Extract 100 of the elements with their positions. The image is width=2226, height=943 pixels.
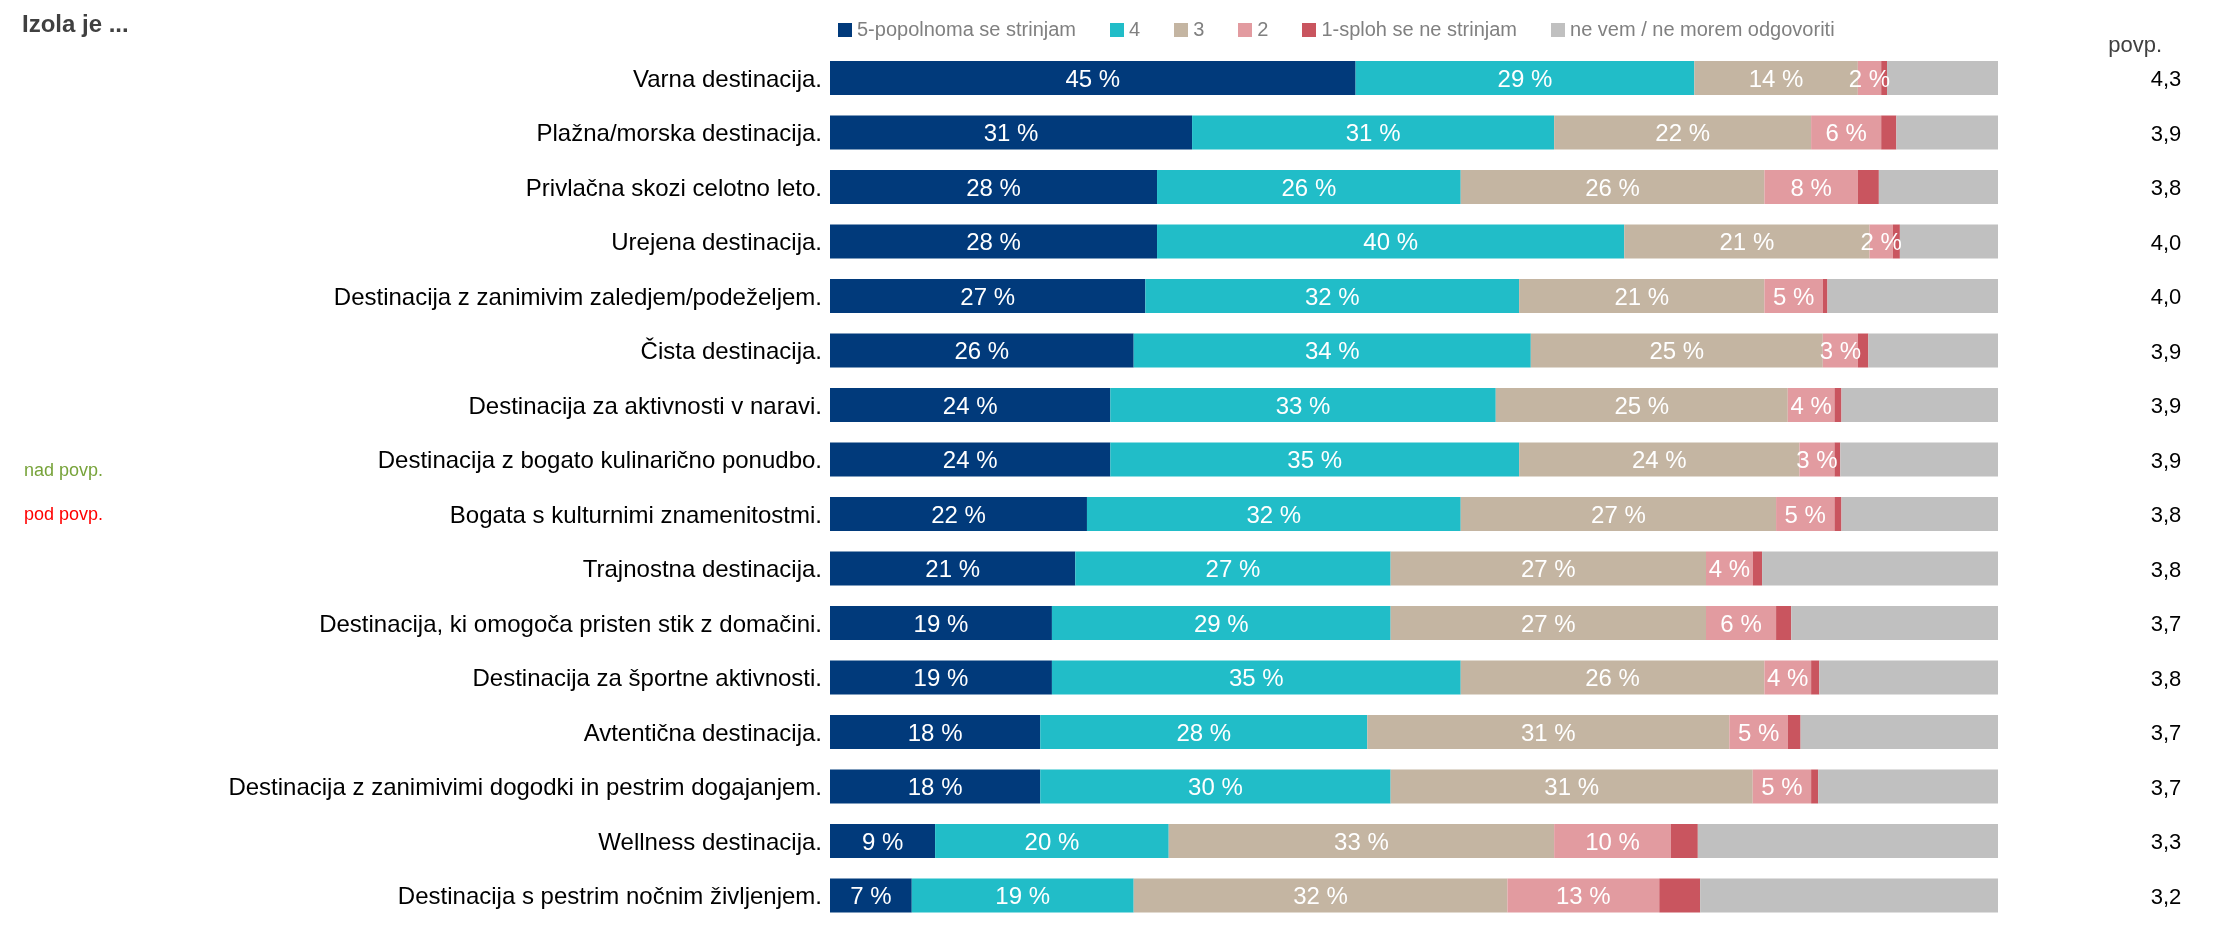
data-label: 14 % <box>1748 64 1804 92</box>
bar <box>1192 115 1555 150</box>
bar <box>830 333 1134 368</box>
bar <box>1819 660 1998 695</box>
data-label: 31 % <box>1520 718 1576 746</box>
data-label: 27 % <box>960 282 1016 310</box>
bar <box>1554 824 1671 858</box>
data-label: 30 % <box>1188 773 1243 801</box>
bar <box>1554 115 1812 150</box>
bar <box>1390 769 1753 804</box>
bar <box>830 660 1052 695</box>
data-label: 26 % <box>1281 173 1337 201</box>
bar <box>1659 878 1701 913</box>
bar <box>1700 878 1998 913</box>
y-tick-label: Wellness destinacija. <box>598 827 822 855</box>
y-tick-label: Bogata s kulturnimi znamenitostmi. <box>449 500 822 528</box>
data-label: 9 % <box>861 827 904 855</box>
data-label: 35 % <box>1287 446 1343 474</box>
bar <box>830 878 912 913</box>
y-tick-label: Privlačna skozi celotno leto. <box>525 173 822 201</box>
data-label: 33 % <box>1334 827 1389 855</box>
bar <box>1157 224 1625 259</box>
bar <box>1110 442 1520 477</box>
bar <box>830 279 1146 313</box>
y-tick-label: Trajnostna destinacija. <box>582 555 822 583</box>
data-label: 27 % <box>1520 555 1576 583</box>
bar <box>1367 715 1730 749</box>
bar <box>1040 769 1391 804</box>
y-tick-label: Avtentična destinacija. <box>583 718 822 746</box>
data-label: 6 % <box>1720 609 1762 637</box>
bar <box>1495 388 1788 422</box>
bar <box>1519 279 1765 313</box>
data-label: 18 % <box>907 718 963 746</box>
y-tick-label: Destinacija za športne aktivnosti. <box>472 664 822 692</box>
bar <box>1834 497 1842 531</box>
y2-tick-label: 4,0 <box>2150 229 2182 255</box>
bar <box>1899 224 1998 259</box>
data-label: 28 % <box>966 173 1021 201</box>
data-label: 26 % <box>1585 664 1640 692</box>
bar <box>1841 497 1998 531</box>
text: nad povp. <box>24 460 104 481</box>
bar <box>1086 497 1461 531</box>
data-label: 21 % <box>1614 282 1670 310</box>
legend-label: 3 <box>1192 18 1205 41</box>
bar <box>1840 442 1998 477</box>
data-label: 28 % <box>1176 718 1232 746</box>
bar <box>830 497 1087 531</box>
data-label: 24 % <box>1631 446 1687 474</box>
bar <box>1791 606 1998 640</box>
data-label: 6 % <box>1825 119 1867 147</box>
y2-tick-label: 3,3 <box>2150 829 2182 855</box>
bar <box>1145 279 1520 313</box>
y2-tick-label: 3,9 <box>2150 447 2182 473</box>
bar <box>1168 824 1555 858</box>
data-label: 22 % <box>1655 119 1710 147</box>
bar <box>1881 115 1897 150</box>
bar <box>1811 769 1819 804</box>
bar <box>1697 824 1998 858</box>
y2-tick-label: 3,8 <box>2150 175 2182 201</box>
data-label: 32 % <box>1293 882 1348 910</box>
bar <box>1670 824 1698 858</box>
y2-tick-label: 3,9 <box>2150 393 2182 419</box>
bar <box>1460 497 1777 531</box>
data-label: 8 % <box>1790 173 1832 201</box>
bar <box>1133 333 1531 368</box>
bar <box>1896 115 1998 150</box>
legend-label: 5-popolnoma se strinjam <box>856 18 1076 41</box>
y2-tick-label: 3,7 <box>2150 720 2182 746</box>
data-label: 13 % <box>1556 882 1611 910</box>
data-label: 19 % <box>913 609 969 637</box>
data-label: 31 % <box>1345 119 1401 147</box>
data-label: 5 % <box>1761 773 1803 801</box>
text: Izola je ... <box>22 10 129 38</box>
bar <box>1762 551 1998 586</box>
data-label: 27 % <box>1591 500 1646 528</box>
data-label: 5 % <box>1772 282 1815 310</box>
y-tick-label: Urejena destinacija. <box>611 228 822 256</box>
data-label: 19 % <box>913 664 969 692</box>
y2-tick-label: 3,8 <box>2150 502 2182 528</box>
data-label: 24 % <box>942 391 998 419</box>
bar <box>1857 170 1879 204</box>
data-label: 24 % <box>942 446 998 474</box>
bar <box>1827 279 1998 313</box>
y2-tick-label: 3,7 <box>2150 611 2182 637</box>
data-label: 34 % <box>1304 337 1360 365</box>
data-label: 27 % <box>1205 555 1261 583</box>
bar <box>830 442 1111 477</box>
bar <box>1075 551 1391 586</box>
bar <box>830 606 1052 640</box>
data-label: 40 % <box>1363 228 1418 256</box>
bar <box>1157 170 1461 204</box>
bar <box>1776 606 1792 640</box>
bar <box>830 115 1193 150</box>
bar <box>830 551 1076 586</box>
data-label: 10 % <box>1585 827 1640 855</box>
data-label: 18 % <box>907 773 963 801</box>
y2-tick-label: 3,9 <box>2150 338 2182 364</box>
data-label: 4 % <box>1708 555 1751 583</box>
y2-tick-label: 3,2 <box>2150 883 2182 909</box>
y-tick-label: Destinacija, ki omogoča pristen stik z domačini. <box>319 609 822 637</box>
